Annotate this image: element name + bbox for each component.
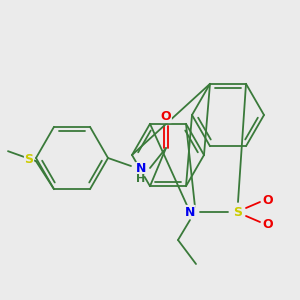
Text: O: O <box>263 218 273 230</box>
Text: N: N <box>136 163 146 176</box>
Text: S: S <box>233 206 242 218</box>
Text: S: S <box>25 153 34 166</box>
Text: O: O <box>263 194 273 206</box>
Text: N: N <box>185 206 195 218</box>
Text: H: H <box>136 174 146 184</box>
Text: O: O <box>161 110 171 122</box>
